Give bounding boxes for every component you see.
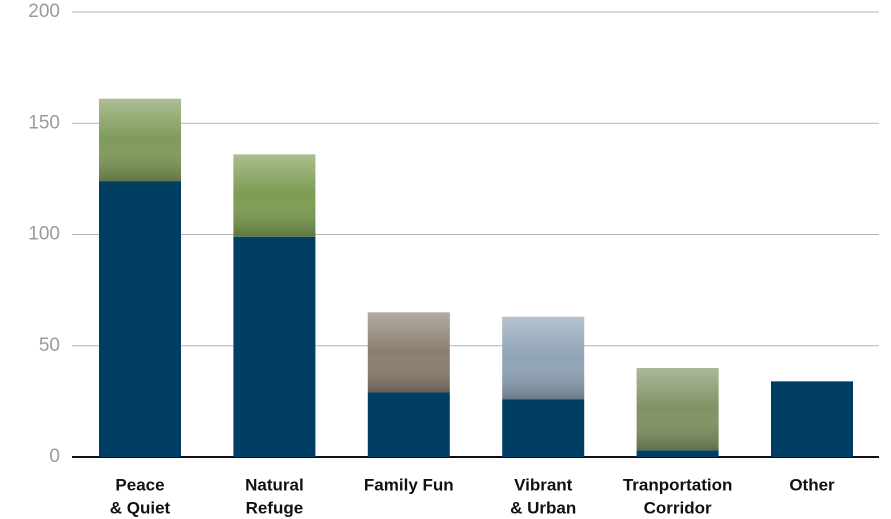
photo-shade	[367, 312, 450, 393]
y-tick-label: 100	[28, 224, 60, 245]
photo-shade	[502, 316, 585, 400]
y-tick-label: 0	[49, 446, 60, 467]
photo-shade	[99, 98, 181, 182]
x-tick-label: & Quiet	[110, 498, 171, 517]
y-tick-label: 150	[28, 112, 60, 133]
bar	[771, 381, 853, 457]
x-tick-label: Tranportation	[623, 475, 733, 494]
x-tick-label: Natural	[245, 475, 304, 494]
bar	[99, 181, 181, 457]
y-tick-label: 200	[28, 1, 60, 22]
x-tick-label: Vibrant	[514, 475, 573, 494]
x-tick-label: Refuge	[246, 498, 304, 517]
x-tick-label: Corridor	[644, 498, 712, 517]
bar	[233, 236, 316, 457]
y-tick-label: 50	[39, 335, 60, 356]
bar	[367, 392, 450, 457]
x-tick-label: & Urban	[510, 498, 576, 517]
bar	[502, 399, 585, 457]
photo-shade	[233, 154, 316, 237]
bar	[636, 450, 719, 457]
x-tick-label: Family Fun	[364, 475, 454, 494]
photo-shade	[636, 368, 719, 451]
x-tick-label: Other	[789, 475, 835, 494]
x-tick-label: Peace	[115, 475, 164, 494]
